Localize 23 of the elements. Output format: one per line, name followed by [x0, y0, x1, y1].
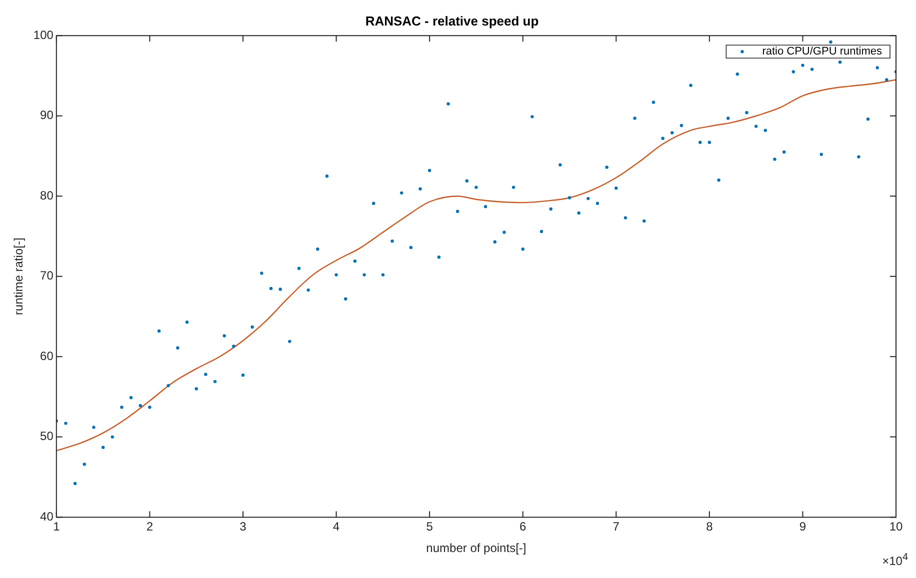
y-tick-label: 90	[40, 108, 54, 122]
x-tick-label: 8	[706, 520, 714, 534]
chart-title: RANSAC - relative speed up	[365, 13, 539, 28]
x-tick-label: 9	[799, 520, 806, 534]
y-tick-label: 60	[40, 348, 54, 363]
x-tick-label: 6	[520, 520, 527, 534]
y-tick-label: 70	[40, 268, 54, 283]
x-tick-label: 3	[240, 520, 247, 534]
y-tick-label: 80	[40, 188, 54, 202]
x-tick-label: 2	[146, 520, 154, 534]
y-tick-label: 50	[40, 429, 54, 444]
line-series	[56, 79, 896, 452]
x-tick-label: 7	[612, 520, 620, 534]
x-tick-label: 5	[426, 520, 434, 534]
y-tick-label: 40	[40, 510, 54, 524]
text: ×10$^{4}$	[882, 552, 908, 568]
y-axis-title: runtime ratio[-]	[12, 238, 26, 316]
y-tick-label: 100	[33, 28, 54, 42]
x-tick-label: 4	[332, 520, 340, 534]
legend-label: ratio CPU/GPU runtimes	[762, 46, 882, 58]
x-tick-label: 10	[889, 520, 903, 534]
x-axis-title: number of points[-]	[426, 541, 526, 556]
x-tick-label: 1	[53, 520, 60, 534]
